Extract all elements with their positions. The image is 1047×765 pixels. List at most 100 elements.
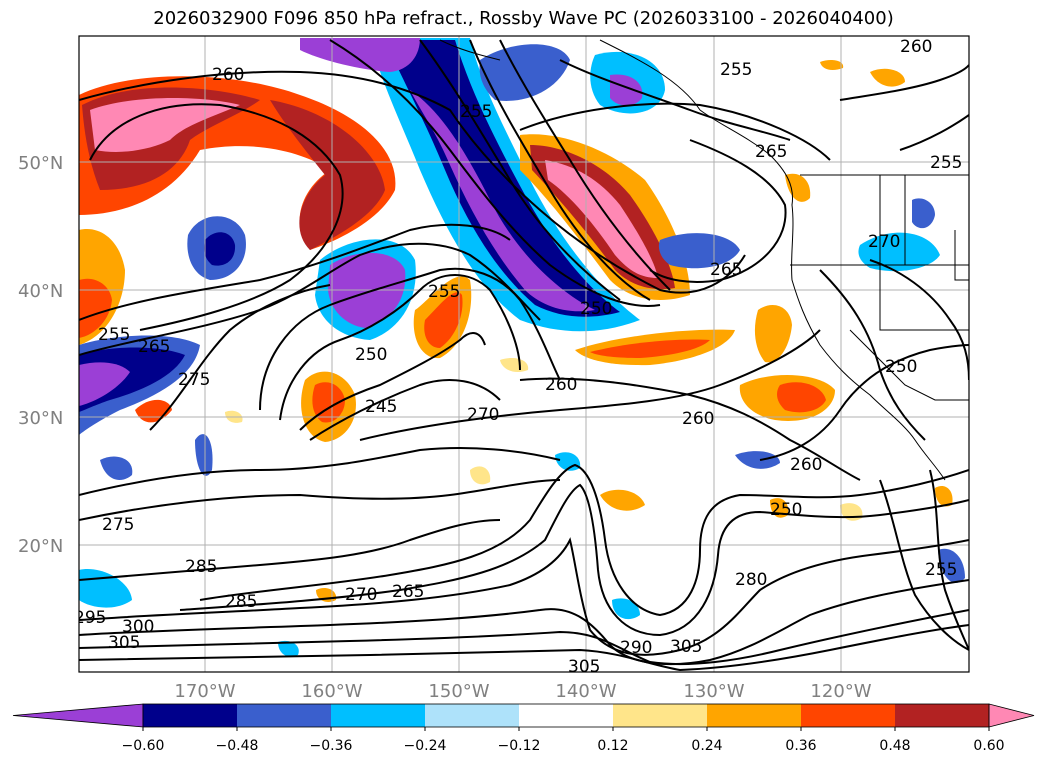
contour-wave-2	[179, 483, 969, 637]
contour-265-west	[79, 242, 541, 356]
anomaly-red-west-40n	[79, 278, 112, 338]
colorbar-tick-label: 0.60	[973, 738, 1004, 754]
contour-label: 270	[868, 232, 900, 252]
colorbar-bin	[331, 704, 426, 727]
contour-east-1	[869, 259, 969, 381]
contour-label: 270	[345, 585, 377, 605]
anomaly-red-central-35n-inner	[590, 339, 710, 358]
contour-wave-1	[199, 463, 969, 617]
contour-label: 295	[74, 608, 106, 628]
contour-north-7	[519, 102, 831, 161]
colorbar-bin	[895, 704, 990, 727]
graticule	[79, 36, 969, 672]
contours	[79, 39, 969, 672]
contour-245-trough	[299, 332, 486, 431]
latitude-label: 40°N	[18, 281, 63, 302]
contour-270-central	[359, 329, 821, 441]
contour-wave-3	[79, 537, 969, 656]
colorbar-tick-label: 0.36	[785, 738, 816, 754]
colorbar-extend-low	[12, 703, 144, 728]
contour-label: 255	[930, 153, 962, 173]
contour-265-ne	[649, 139, 787, 283]
anomaly-purple-trough-inner	[385, 40, 620, 317]
latitude-label: 50°N	[18, 153, 63, 174]
latitude-axis: 50°N 40°N 30°N 20°N	[18, 153, 63, 557]
contour-label: 260	[790, 455, 822, 475]
contour-label: 260	[900, 37, 932, 57]
anomaly-orange-123w	[754, 305, 792, 363]
contour-label: 305	[670, 637, 702, 657]
contour-east-5	[899, 114, 969, 151]
contour-label: 300	[122, 617, 154, 637]
border-states-5	[954, 230, 969, 281]
anomaly-orange-small-6	[470, 466, 491, 485]
contour-west-ring	[89, 103, 344, 331]
contour-label: 255	[720, 60, 752, 80]
anomaly-pink-inner	[90, 98, 240, 152]
anomaly-red-125w	[777, 382, 826, 413]
anomaly-orange-small-5	[785, 173, 811, 202]
anomaly-blue-small-7	[938, 548, 965, 583]
longitude-label: 170°W	[174, 681, 235, 702]
border-states-2	[879, 175, 969, 331]
contour-label: 285	[185, 557, 217, 577]
contour-wave-4	[79, 579, 969, 666]
contour-label: 250	[355, 345, 387, 365]
contour-wave-6	[79, 624, 969, 672]
contour-east-6	[929, 469, 969, 651]
colorbar-tick-label: −0.12	[498, 738, 541, 754]
anomaly-red-arc	[270, 100, 385, 250]
anomaly-blue-small-5	[612, 598, 640, 620]
contour-label: 265	[755, 142, 787, 162]
colorbar-bin	[519, 704, 614, 727]
border-states-3	[849, 329, 969, 401]
contour-260-north	[79, 70, 746, 294]
contour-label-group: 260 255 255 265 255 265 270 260 255 265 …	[74, 37, 962, 677]
colorbar-tick-label: 0.24	[691, 738, 722, 754]
colorbar-tick-label: −0.48	[216, 738, 259, 754]
contour-label: 305	[568, 657, 600, 677]
latitude-label: 20°N	[18, 536, 63, 557]
colorbar-tick-label: −0.36	[310, 738, 353, 754]
contour-label: 250	[580, 299, 612, 319]
contour-north-5	[499, 39, 671, 291]
contour-north-4	[469, 39, 651, 301]
contour-250-trough	[279, 274, 521, 421]
anomaly-purple-140w-north	[610, 74, 643, 106]
contour-central-long-2	[79, 479, 561, 521]
colorbar-bin	[613, 704, 708, 727]
coastline-north-america	[599, 39, 946, 481]
contour-label: 260	[212, 65, 244, 85]
anomaly-blue-east	[858, 232, 940, 272]
colorbar-bin	[237, 704, 332, 727]
colorbar-extend-high	[988, 703, 1035, 728]
anomaly-pink-northeast-core	[545, 160, 658, 278]
contour-label: 305	[108, 633, 140, 653]
anomaly-blue-small-2	[100, 456, 133, 480]
map-title: 2026032900 F096 850 hPa refract., Rossby…	[153, 8, 894, 29]
anomaly-orange-small-10	[935, 485, 953, 507]
colorbar-frame	[142, 703, 990, 728]
longitude-label: 150°W	[428, 681, 489, 702]
contour-east-7	[879, 479, 969, 651]
anomaly-navy-168w	[204, 232, 236, 266]
colorbar-bin	[425, 704, 520, 727]
anomaly-blue-small-3	[735, 451, 780, 469]
anomaly-blue-top-right	[479, 44, 570, 101]
longitude-axis: 170°W 160°W 150°W 140°W 130°W 120°W	[174, 681, 871, 702]
contour-label: 290	[620, 638, 652, 658]
contour-label: 260	[545, 375, 577, 395]
longitude-label: 130°W	[683, 681, 744, 702]
contour-inner-trough	[309, 379, 501, 441]
contour-label: 255	[428, 282, 460, 302]
colorbar-tick-label: 0.12	[597, 738, 628, 754]
contour-east-4	[839, 64, 969, 101]
colorbar-ticks: −0.60 −0.48 −0.36 −0.24 −0.12 0.12 0.24 0.36 0.4…	[122, 727, 1005, 754]
colorbar-bin	[707, 704, 802, 727]
contour-label: 270	[467, 405, 499, 425]
contour-label: 255	[925, 560, 957, 580]
anomaly-purple-trough-core	[410, 90, 595, 312]
anomaly-orange-small-3	[820, 60, 844, 70]
contour-label: 285	[225, 592, 257, 612]
